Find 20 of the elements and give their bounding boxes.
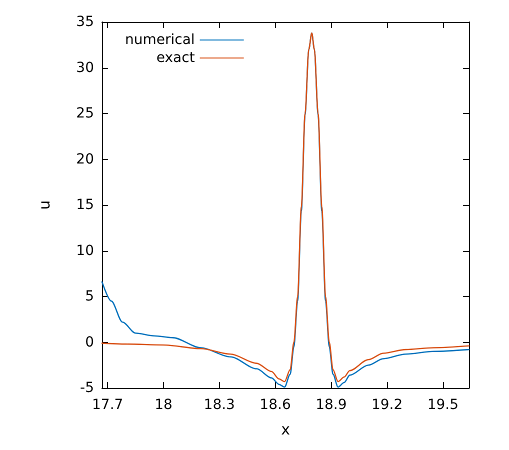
y-tick-label: 25: [76, 106, 94, 122]
y-tick-label: 10: [76, 242, 94, 259]
legend-label: exact: [156, 50, 196, 66]
x-tick-label: 18: [154, 397, 172, 413]
x-tick-label: 19.5: [427, 397, 459, 413]
y-tick-label: -5: [80, 380, 94, 396]
y-tick-label: 35: [76, 14, 94, 30]
y-tick-label: 20: [76, 151, 94, 168]
x-tick-label: 18.9: [316, 397, 347, 413]
legend-label: numerical: [124, 32, 195, 48]
y-tick-label: 5: [85, 288, 94, 304]
y-axis-title: u: [36, 200, 54, 210]
x-tick-label: 17.7: [92, 397, 124, 413]
x-axis-title: x: [281, 420, 290, 438]
y-tick-label: 15: [76, 197, 94, 213]
x-tick-label: 18.6: [260, 397, 291, 413]
x-tick-label: 19.2: [371, 397, 403, 413]
y-tick-label: 0: [85, 334, 94, 350]
y-tick-label: 30: [76, 60, 94, 76]
x-tick-label: 18.3: [204, 397, 235, 413]
